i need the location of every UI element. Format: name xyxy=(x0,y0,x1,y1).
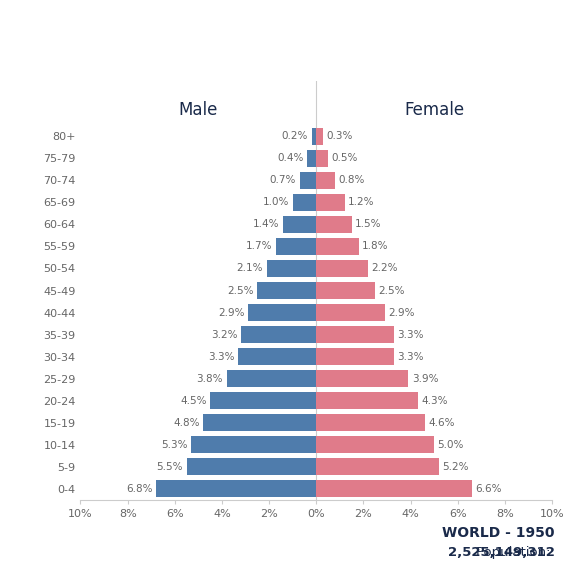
Bar xyxy=(312,128,316,145)
Bar xyxy=(227,370,316,387)
Bar xyxy=(248,304,316,321)
Bar xyxy=(267,260,316,277)
Text: Male: Male xyxy=(179,101,218,119)
Bar xyxy=(316,194,344,211)
Bar xyxy=(316,370,408,387)
Bar xyxy=(156,480,316,497)
Bar xyxy=(316,172,335,189)
Text: 4.6%: 4.6% xyxy=(428,418,455,428)
Bar xyxy=(316,128,323,145)
Text: 0.5%: 0.5% xyxy=(332,153,358,163)
Text: 0.7%: 0.7% xyxy=(270,175,296,185)
Bar xyxy=(316,216,352,233)
Bar xyxy=(276,238,316,255)
Bar xyxy=(316,260,368,277)
Text: 4.8%: 4.8% xyxy=(173,418,200,428)
Bar xyxy=(316,304,385,321)
Bar xyxy=(316,436,434,453)
Text: 2.9%: 2.9% xyxy=(218,307,244,318)
Text: 1.7%: 1.7% xyxy=(246,242,273,252)
Bar xyxy=(316,392,417,409)
Bar xyxy=(186,458,316,475)
Text: 5.0%: 5.0% xyxy=(438,440,464,450)
Text: 2,525,149,312: 2,525,149,312 xyxy=(448,546,555,559)
Text: 5.2%: 5.2% xyxy=(442,462,469,472)
Text: 5.3%: 5.3% xyxy=(161,440,188,450)
Text: 2.9%: 2.9% xyxy=(388,307,415,318)
Text: 6.8%: 6.8% xyxy=(126,483,152,494)
Bar xyxy=(316,150,328,167)
Text: 3.9%: 3.9% xyxy=(412,374,438,383)
Bar xyxy=(239,348,316,365)
Text: 0.2%: 0.2% xyxy=(282,131,308,141)
Bar xyxy=(241,326,316,343)
Text: 0.3%: 0.3% xyxy=(327,131,353,141)
Text: PopulationPyramid.net: PopulationPyramid.net xyxy=(24,550,186,564)
Bar xyxy=(316,326,394,343)
Text: 1.8%: 1.8% xyxy=(362,242,389,252)
Text: 0.8%: 0.8% xyxy=(339,175,365,185)
Text: 0.4%: 0.4% xyxy=(277,153,303,163)
Text: 1.4%: 1.4% xyxy=(253,220,279,229)
Bar xyxy=(210,392,316,409)
Bar xyxy=(283,216,316,233)
Text: 4.3%: 4.3% xyxy=(421,396,448,406)
Bar xyxy=(300,172,316,189)
Bar xyxy=(191,436,316,453)
Bar xyxy=(316,458,439,475)
Text: 6.6%: 6.6% xyxy=(476,483,502,494)
Text: Population:: Population: xyxy=(476,546,555,559)
Text: Population: 2,525,149,312: Population: 2,525,149,312 xyxy=(379,546,555,559)
Bar xyxy=(293,194,316,211)
Text: 1.0%: 1.0% xyxy=(263,198,289,207)
Text: 3.3%: 3.3% xyxy=(397,329,424,339)
Text: 3.2%: 3.2% xyxy=(211,329,237,339)
Bar xyxy=(316,480,472,497)
Text: Population: 2,525,149,312: Population: 2,525,149,312 xyxy=(357,546,555,559)
Bar xyxy=(316,282,375,299)
Text: 2.5%: 2.5% xyxy=(227,285,254,296)
Text: 2.1%: 2.1% xyxy=(237,263,263,274)
Text: 1.5%: 1.5% xyxy=(355,220,382,229)
Bar xyxy=(203,414,316,431)
Bar xyxy=(307,150,316,167)
Text: 2.5%: 2.5% xyxy=(379,285,405,296)
Bar xyxy=(316,348,394,365)
Text: 5.5%: 5.5% xyxy=(156,462,183,472)
Text: 3.3%: 3.3% xyxy=(208,352,235,361)
Bar xyxy=(316,414,425,431)
Bar xyxy=(258,282,316,299)
Text: Female: Female xyxy=(404,101,464,119)
Text: 3.3%: 3.3% xyxy=(397,352,424,361)
Text: 3.8%: 3.8% xyxy=(197,374,223,383)
Text: 4.5%: 4.5% xyxy=(180,396,206,406)
Text: 2.2%: 2.2% xyxy=(371,263,398,274)
Text: 1.2%: 1.2% xyxy=(348,198,374,207)
Bar xyxy=(316,238,359,255)
Text: WORLD - 1950: WORLD - 1950 xyxy=(442,526,555,540)
